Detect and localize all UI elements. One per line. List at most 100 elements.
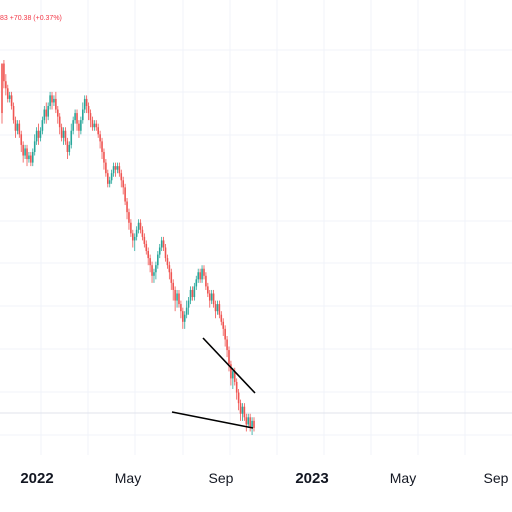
candle-body: [149, 258, 151, 266]
candle-body: [174, 289, 176, 301]
candle-body: [114, 166, 117, 170]
candle-body: [43, 109, 46, 121]
candle-body: [157, 254, 159, 266]
candle-body: [66, 141, 69, 152]
candle-body: [147, 251, 149, 259]
candle-body: [222, 321, 225, 329]
time-axis[interactable]: 2022 May Sep 2023 May Sep: [0, 456, 512, 512]
candle-body: [172, 282, 175, 290]
candle-body: [232, 371, 234, 379]
candle-body: [8, 95, 11, 99]
candle-body: [208, 293, 211, 301]
candle-body: [247, 417, 250, 425]
candle-body: [168, 265, 171, 273]
candle-body: [53, 98, 55, 103]
candle-body: [3, 63, 5, 82]
candle-body: [185, 307, 188, 315]
candle-body: [160, 240, 163, 248]
time-axis-tick: Sep: [483, 470, 509, 486]
candle-body: [245, 417, 248, 425]
candle-body: [31, 151, 34, 163]
candle-body: [214, 304, 217, 312]
candle-body: [20, 134, 23, 145]
candle-body: [74, 113, 76, 121]
candle-body: [226, 339, 228, 351]
candle-body: [56, 109, 59, 117]
candle-body: [6, 88, 9, 99]
candle-body: [235, 381, 238, 393]
candle-body: [128, 212, 130, 223]
candle-body: [80, 120, 82, 131]
candle-body: [218, 304, 221, 315]
candle-body: [105, 162, 107, 174]
candle-body: [239, 403, 242, 414]
candle-body: [216, 304, 219, 312]
candle-body: [189, 289, 192, 301]
candle-body: [110, 173, 113, 181]
candle-body: [153, 272, 155, 276]
chart-pane[interactable]: 83 +70.38 (+0.37%): [0, 0, 512, 455]
candle-body: [12, 105, 15, 121]
candle-body: [201, 268, 203, 280]
candle-body: [18, 123, 21, 135]
candle-body: [95, 123, 98, 128]
candle-body: [103, 151, 105, 163]
candle-body: [99, 134, 101, 142]
candle-body: [37, 130, 40, 138]
candle-body: [130, 222, 132, 234]
candle-body: [241, 406, 244, 414]
candle-body: [170, 272, 173, 283]
candle-body: [193, 286, 196, 298]
candle-body: [180, 304, 182, 312]
candle-body: [139, 222, 142, 230]
candle-body: [178, 293, 180, 305]
candle-body: [253, 420, 255, 428]
candle-body: [176, 293, 178, 301]
candle-body: [68, 144, 71, 152]
candle-body: [26, 148, 28, 160]
candle-body: [10, 95, 13, 106]
candle-body: [116, 166, 119, 170]
candle-body: [93, 123, 96, 128]
candle-body: [97, 127, 99, 135]
candle-body: [62, 130, 65, 138]
candle-body: [197, 272, 200, 280]
candle-body: [91, 120, 94, 128]
price-change-label: 83 +70.38 (+0.37%): [0, 15, 62, 22]
candle-body: [158, 247, 161, 255]
candle-body: [205, 275, 207, 287]
candle-body: [108, 180, 111, 184]
candle-body: [41, 120, 44, 131]
candle-body: [155, 265, 157, 273]
candle-body: [1, 63, 3, 114]
candle-body: [22, 144, 24, 156]
candle-body: [251, 420, 253, 428]
candle-body: [137, 222, 140, 230]
candle-body: [72, 120, 74, 131]
candle-body: [89, 113, 92, 121]
candle-body: [182, 311, 184, 322]
candle-body: [237, 392, 240, 404]
candle-body: [30, 155, 32, 163]
candle-body: [143, 236, 146, 244]
candle-body: [124, 187, 126, 202]
candle-body: [220, 314, 223, 322]
candle-body: [126, 201, 128, 213]
candle-body: [120, 173, 123, 181]
candle-body: [107, 173, 109, 184]
candle-body: [195, 279, 198, 287]
candle-body: [212, 293, 215, 305]
candle-body: [5, 81, 7, 89]
candle-body: [24, 148, 26, 156]
candle-body: [243, 406, 246, 418]
candle-body: [191, 289, 194, 298]
price-chart[interactable]: [0, 0, 512, 455]
candle-body: [85, 98, 88, 106]
candle-body: [60, 127, 63, 138]
time-axis-tick: May: [114, 470, 142, 486]
candle-body: [228, 350, 230, 365]
candle-body: [162, 240, 165, 248]
candle-body: [47, 105, 49, 117]
candle-body: [145, 243, 148, 252]
candle-body: [233, 371, 236, 382]
